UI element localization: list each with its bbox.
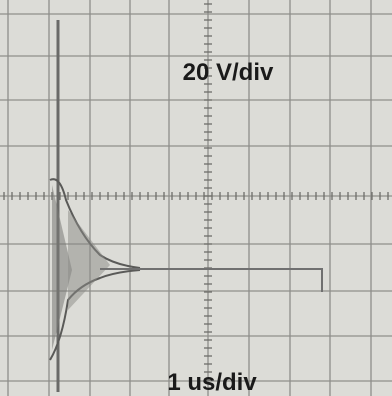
vertical-scale-label: 20 V/div (183, 59, 274, 86)
horizontal-scale-label: 1 us/div (167, 369, 257, 396)
scope-screen: 20 V/div 1 us/div (0, 0, 392, 396)
page: {"labels": {"vertical_scale": "20 V/div"… (0, 0, 392, 396)
